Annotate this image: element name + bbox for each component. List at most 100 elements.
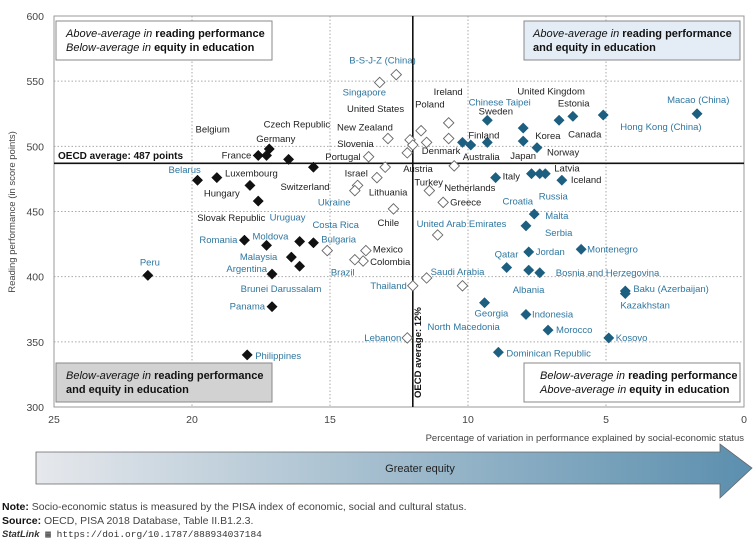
diamond-marker — [575, 243, 587, 255]
diamond-marker — [244, 179, 256, 191]
diamond-marker — [523, 246, 535, 258]
x-axis-label: Percentage of variation in performance e… — [426, 433, 745, 444]
point-chinese-taipei: Chinese Taipei — [420, 97, 531, 149]
point-label: Canada — [568, 129, 602, 140]
point-label: Uruguay — [270, 212, 306, 223]
diamond-marker — [357, 255, 369, 267]
diamond-marker — [501, 261, 513, 274]
quadrant-top-right: Above-average in reading performance and… — [523, 20, 741, 61]
point-turkey: Turkey — [414, 178, 443, 197]
point-hungary: Hungary — [204, 172, 240, 200]
diamond-marker — [252, 149, 264, 162]
point-moldova: Moldova — [253, 231, 289, 251]
diamond-marker — [479, 297, 491, 309]
diamond-marker — [191, 174, 204, 186]
x-tick-label: 25 — [48, 414, 60, 426]
diamond-marker — [619, 288, 631, 300]
point-ireland: Ireland — [434, 87, 463, 129]
diamond-marker — [252, 195, 264, 207]
point-label: Malaysia — [240, 252, 278, 263]
diamond-marker — [307, 237, 319, 249]
diamond-marker — [283, 153, 295, 165]
diamond-marker — [307, 161, 319, 173]
diamond-marker — [266, 268, 278, 280]
point-united-kingdom: United Kingdom — [481, 86, 585, 126]
x-tick-label: 10 — [462, 414, 474, 426]
point-ukraine: Ukraine — [318, 184, 361, 209]
point-chile: Chile — [377, 203, 400, 229]
diamond-marker — [238, 234, 250, 246]
point-label: Singapore — [343, 87, 386, 98]
point-netherlands: Netherlands — [444, 160, 496, 194]
point-label: Croatia — [502, 197, 533, 208]
diamond-marker — [294, 235, 306, 248]
point-label: Germany — [256, 134, 295, 145]
point-label: Hong Kong (China) — [620, 122, 701, 133]
diamond-marker — [597, 109, 609, 121]
diamond-marker — [481, 136, 493, 148]
point-argentina: Argentina — [226, 264, 278, 280]
point-jordan: Jordan — [523, 246, 565, 258]
diamond-marker — [387, 203, 400, 215]
point-label: Ukraine — [318, 198, 351, 209]
point-slovak-republic: Slovak Republic — [197, 195, 266, 224]
point-label: Australia — [463, 152, 501, 163]
point-label: United Arab Emirates — [417, 219, 507, 230]
quadrant-bottom-left: Below-average in reading performance and… — [55, 362, 273, 403]
svg-text:Below-average in equity in edu: Below-average in equity in education — [66, 42, 255, 54]
greater-equity-label: Greater equity — [385, 463, 455, 475]
diamond-marker — [525, 168, 538, 180]
point-unlabeled — [456, 136, 469, 148]
point-portugal: Portugal — [325, 150, 375, 163]
point-label: Bosnia and Herzegovina — [556, 268, 660, 279]
point-label: Finland — [468, 130, 499, 141]
diamond-marker — [266, 301, 278, 313]
y-tick-label: 450 — [26, 207, 44, 219]
point-label: Latvia — [554, 164, 580, 175]
point-label: Serbia — [545, 228, 573, 239]
diamond-marker — [420, 136, 433, 149]
point-colombia: Colombia — [357, 255, 411, 268]
point-croatia: Croatia — [502, 168, 538, 208]
y-tick-label: 350 — [26, 337, 44, 349]
diamond-marker — [294, 260, 306, 272]
svg-text:Above-average in reading perfo: Above-average in reading performance — [532, 28, 732, 40]
point-label: Netherlands — [444, 183, 495, 194]
diamond-marker — [241, 349, 253, 361]
diamond-marker — [481, 114, 493, 126]
y-tick-label: 500 — [26, 141, 44, 153]
point-belarus: Belarus — [169, 165, 204, 186]
point-lithuania: Lithuania — [369, 171, 408, 199]
diamond-marker — [534, 267, 546, 279]
point-b-s-j-z-china: B-S-J-Z (China) — [349, 56, 416, 81]
point-label: B-S-J-Z (China) — [349, 56, 416, 67]
point-label: Hungary — [204, 189, 240, 200]
statlink-url[interactable]: https://doi.org/10.1787/888934037184 — [56, 529, 262, 540]
point-label: Luxembourg — [225, 168, 278, 179]
point-label: United States — [347, 104, 404, 115]
y-tick-label: 550 — [26, 76, 44, 88]
diamond-marker — [420, 272, 433, 284]
point-label: Russia — [539, 192, 569, 203]
quadrant-bottom-right: Below-average in reading performance Abo… — [523, 362, 741, 403]
point-label: Peru — [140, 257, 160, 268]
diamond-marker — [360, 244, 372, 257]
diamond-marker — [401, 147, 414, 159]
point-label: New Zealand — [337, 123, 393, 134]
point-serbia: Serbia — [520, 220, 573, 239]
point-label: Austria — [403, 164, 433, 175]
point-label: Indonesia — [532, 309, 574, 320]
diamond-marker — [211, 172, 223, 184]
diamond-marker — [517, 122, 529, 134]
diamond-marker — [406, 139, 419, 151]
statlink-icon: ▦ — [45, 529, 51, 540]
point-malta: Malta — [528, 208, 569, 222]
point-brunei-darussalam: Brunei Darussalam — [241, 260, 322, 295]
point-baku-azerbaijan: Baku (Azerbaijan) — [619, 284, 709, 297]
point-italy: Italy — [490, 172, 520, 184]
note-line: Note: Socio-economic status is measured … — [2, 501, 467, 513]
point-czech-republic: Czech Republic — [264, 119, 330, 165]
point-label: Bulgaria — [321, 235, 357, 246]
diamond-marker — [431, 229, 444, 241]
point-label: Greece — [450, 197, 481, 208]
